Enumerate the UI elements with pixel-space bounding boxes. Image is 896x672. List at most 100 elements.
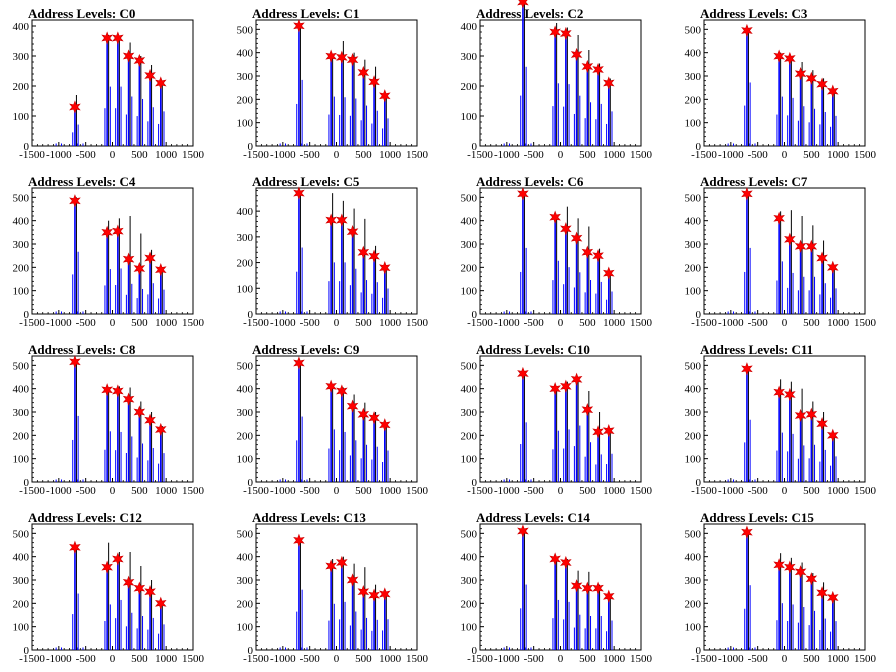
peak-marker-icon [517,366,529,381]
x-tick-label: 1500 [182,149,205,161]
chart-panel: Address Levels: C15 0 100 200 300 400 500 -1500… [672,504,896,672]
y-tick-label: 500 [685,24,702,36]
peak-marker-icon [592,581,604,595]
peak-marker-icon [293,356,305,370]
x-tick-label: 1000 [379,485,402,497]
x-tick-label: 500 [579,653,596,665]
x-tick-label: -1000 [718,653,744,665]
peak-marker-icon [101,383,113,397]
peak-marker-icon [827,428,839,443]
x-tick-label: 1000 [155,317,178,329]
peak-marker-icon [368,588,380,602]
peak-marker-icon [549,210,561,224]
y-tick-label: 300 [237,232,254,244]
y-tick-label: 500 [461,528,478,540]
peak-marker-icon [773,385,785,399]
peak-marker-icon [592,425,604,439]
y-tick-label: 300 [461,407,478,419]
chart-panel: Address Levels: C13 0 100 200 300 400 500 -1500… [224,504,448,672]
y-tick-label: 400 [13,552,30,564]
peak-marker-icon [805,572,818,586]
chart-title: Address Levels: C15 [700,510,814,525]
peak-marker-icon [816,77,828,91]
peak-marker-icon [144,413,156,427]
peak-marker-icon [741,187,753,201]
x-tick-label: 0 [110,317,116,329]
peak-marker-icon [379,587,391,601]
x-tick-label: 1500 [630,653,653,665]
y-tick-label: 400 [685,384,702,396]
peak-marker-icon [101,31,113,45]
chart-svg: 0 100 200 300 400 500 -1500 -1000 -500 0 500 1000 15… [685,523,877,665]
peak-marker-icon [827,84,839,98]
peak-marker-icon [794,66,807,81]
y-tick-label: 0 [24,309,30,321]
plot-frame [703,523,866,651]
x-tick-label: 500 [355,485,372,497]
peak-marker-icon [101,225,113,240]
x-tick-label: -500 [300,317,321,329]
x-tick-label: 1500 [630,149,653,161]
plot-frame [479,523,642,651]
peak-marker-icon [379,418,391,432]
peak-marker-icon [549,25,561,39]
peak-marker-icon [784,51,796,66]
y-tick-label: 100 [461,622,478,634]
y-tick-label: 0 [248,309,254,321]
y-tick-label: 200 [461,81,478,93]
chart-panel: Address Levels: C11 0 100 200 300 400 500 -1500… [672,336,896,504]
y-tick-label: 100 [461,454,478,466]
x-tick-label: 0 [334,317,340,329]
x-tick-label: 1000 [379,149,402,161]
plot-frame [31,19,194,147]
x-tick-label: 1500 [854,317,877,329]
x-tick-label: 0 [782,485,788,497]
peak-marker-icon [122,252,135,266]
chart-svg: 0 100 200 300 400 500 -1500 -1000 -500 0 500 1000 15… [461,355,653,497]
y-tick-label: 0 [696,309,702,321]
chart-panel: Address Levels: C2 0 100 200 300 400 -1500 -100… [448,0,672,168]
peak-marker-icon [827,260,839,275]
plot-frame [703,355,866,483]
peak-marker-icon [784,387,796,402]
x-tick-label: -500 [748,653,769,665]
peak-marker-icon [794,565,807,579]
peak-marker-icon [517,187,529,201]
y-tick-label: 100 [685,622,702,634]
x-tick-label: -1500 [19,653,45,665]
x-tick-label: 1500 [182,317,205,329]
y-tick-label: 300 [461,239,478,251]
chart-svg: 0 100 200 300 400 500 -1500 -1000 -500 0 500 1000 15… [685,355,877,497]
x-tick-label: 500 [579,317,596,329]
y-tick-label: 300 [685,71,702,83]
chart-svg: 0 100 200 300 400 500 -1500 -1000 -500 0 500 1000 15… [13,187,205,329]
x-tick-label: 0 [558,149,564,161]
chart-panel: Address Levels: C10 0 100 200 300 400 500 -1500… [448,336,672,504]
x-tick-label: -1000 [46,149,72,161]
y-tick-label: 0 [696,477,702,489]
x-tick-label: 1000 [603,485,626,497]
peak-marker-icon [581,402,594,417]
x-tick-label: 1000 [155,149,178,161]
chart-svg: 0 100 200 300 400 -1500 -1000 -500 0 500 1000 1500 [13,19,205,161]
chart-panel: Address Levels: C3 0 100 200 300 400 500 -1500-… [672,0,896,168]
chart-panel: Address Levels: C7 0 100 200 300 400 500 -1500-… [672,168,896,336]
peak-marker-icon [112,31,124,45]
x-tick-label: -1500 [243,317,269,329]
chart-panel: Address Levels: C8 0 100 200 300 400 500 -1500-… [0,336,224,504]
y-tick-label: 200 [237,258,254,270]
peak-marker-icon [549,381,561,396]
y-tick-label: 100 [685,286,702,298]
x-tick-label: -1500 [19,317,45,329]
y-tick-label: 0 [248,645,254,657]
x-tick-label: -1500 [467,653,493,665]
peak-marker-icon [155,262,167,277]
peak-marker-icon [325,213,337,227]
y-tick-label: 400 [461,384,478,396]
x-tick-label: 500 [131,653,148,665]
peak-marker-icon [805,407,818,422]
peak-marker-icon [581,59,594,74]
peak-marker-icon [346,399,359,413]
y-tick-label: 400 [237,384,254,396]
peak-marker-icon [784,232,796,247]
